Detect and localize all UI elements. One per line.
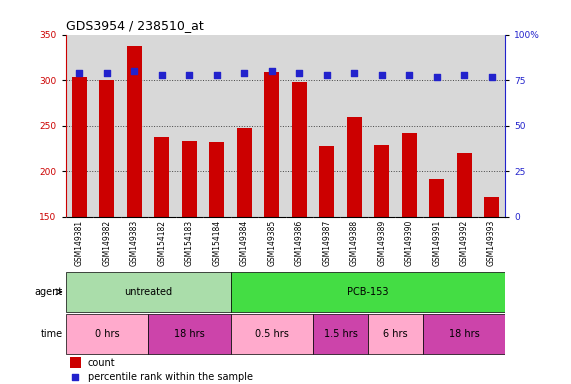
Text: 0.5 hrs: 0.5 hrs: [255, 329, 289, 339]
Bar: [182, 141, 197, 217]
Bar: [231, 271, 505, 312]
Point: [322, 71, 331, 78]
Text: time: time: [41, 329, 63, 339]
Bar: [66, 271, 231, 312]
Bar: [319, 146, 334, 217]
Text: GSM149393: GSM149393: [487, 220, 496, 266]
Text: percentile rank within the sample: percentile rank within the sample: [88, 372, 252, 382]
Point: [75, 70, 84, 76]
Text: GSM154184: GSM154184: [212, 220, 222, 266]
Text: GSM154183: GSM154183: [185, 220, 194, 266]
Bar: [209, 142, 224, 217]
Point: [267, 68, 276, 74]
Bar: [457, 153, 472, 217]
Bar: [292, 82, 307, 217]
Text: agent: agent: [35, 287, 63, 297]
Bar: [313, 314, 368, 354]
Bar: [70, 357, 81, 368]
Text: GSM149392: GSM149392: [460, 220, 469, 266]
Text: 0 hrs: 0 hrs: [95, 329, 119, 339]
Text: GSM149382: GSM149382: [102, 220, 111, 266]
Bar: [154, 137, 170, 217]
Text: GSM149387: GSM149387: [322, 220, 331, 266]
Text: GSM149389: GSM149389: [377, 220, 386, 266]
Bar: [99, 80, 114, 217]
Text: GSM149388: GSM149388: [349, 220, 359, 266]
Text: 6 hrs: 6 hrs: [383, 329, 408, 339]
Text: 18 hrs: 18 hrs: [449, 329, 480, 339]
Text: untreated: untreated: [124, 287, 172, 297]
Bar: [368, 314, 423, 354]
Bar: [423, 314, 505, 354]
Point: [349, 70, 359, 76]
Text: GSM149381: GSM149381: [75, 220, 84, 266]
Point: [240, 70, 249, 76]
Point: [130, 68, 139, 74]
Text: 18 hrs: 18 hrs: [174, 329, 204, 339]
Point: [377, 71, 386, 78]
Point: [405, 71, 414, 78]
Point: [460, 71, 469, 78]
Point: [157, 71, 166, 78]
Point: [295, 70, 304, 76]
Bar: [374, 145, 389, 217]
Bar: [484, 197, 499, 217]
Bar: [148, 314, 231, 354]
Text: GSM149385: GSM149385: [267, 220, 276, 266]
Text: PCB-153: PCB-153: [347, 287, 389, 297]
Text: GDS3954 / 238510_at: GDS3954 / 238510_at: [66, 19, 203, 32]
Point: [487, 73, 496, 79]
Text: GSM149391: GSM149391: [432, 220, 441, 266]
Bar: [429, 179, 444, 217]
Bar: [72, 78, 87, 217]
Text: GSM149383: GSM149383: [130, 220, 139, 266]
Text: GSM149386: GSM149386: [295, 220, 304, 266]
Point: [185, 71, 194, 78]
Bar: [66, 314, 148, 354]
Text: count: count: [88, 358, 115, 368]
Text: GSM149390: GSM149390: [405, 220, 413, 266]
Point: [212, 71, 222, 78]
Bar: [401, 133, 417, 217]
Bar: [264, 72, 279, 217]
Point: [71, 374, 80, 380]
Text: 1.5 hrs: 1.5 hrs: [324, 329, 357, 339]
Point: [102, 70, 111, 76]
Text: GSM154182: GSM154182: [158, 220, 166, 266]
Bar: [127, 46, 142, 217]
Bar: [231, 314, 313, 354]
Bar: [237, 127, 252, 217]
Text: GSM149384: GSM149384: [240, 220, 249, 266]
Point: [432, 73, 441, 79]
Bar: [347, 117, 362, 217]
